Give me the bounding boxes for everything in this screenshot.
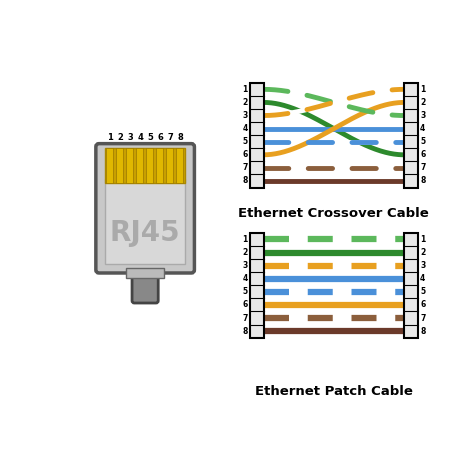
Bar [106, 148, 113, 183]
Text: 4: 4 [242, 274, 247, 283]
Text: RJ45: RJ45 [110, 219, 181, 247]
Text: 7: 7 [242, 313, 247, 323]
Text: 6: 6 [242, 150, 247, 159]
Text: 7: 7 [420, 163, 425, 173]
Text: 7: 7 [167, 133, 173, 142]
Text: 5: 5 [147, 133, 153, 142]
Text: 6: 6 [420, 150, 425, 159]
FancyBboxPatch shape [96, 144, 194, 273]
Bar [404, 233, 418, 338]
Bar [105, 179, 185, 264]
Text: 5: 5 [242, 137, 247, 146]
Text: 3: 3 [127, 133, 133, 142]
Text: 1: 1 [242, 85, 247, 94]
Bar [126, 148, 133, 183]
Bar [404, 83, 418, 188]
Text: 1: 1 [107, 133, 113, 142]
Text: 4: 4 [137, 133, 143, 142]
Text: 1: 1 [420, 235, 425, 244]
Text: 7: 7 [420, 313, 425, 323]
Text: 5: 5 [420, 137, 425, 146]
Text: 4: 4 [420, 274, 425, 283]
Text: Ethernet Patch Cable: Ethernet Patch Cable [255, 386, 413, 398]
Bar [250, 233, 264, 338]
Text: 6: 6 [420, 301, 425, 309]
Text: 3: 3 [420, 261, 425, 270]
Text: 6: 6 [157, 133, 163, 142]
FancyBboxPatch shape [132, 221, 158, 303]
Text: 1: 1 [420, 85, 425, 94]
Bar [116, 148, 123, 183]
Text: 4: 4 [242, 124, 247, 133]
Text: 2: 2 [117, 133, 123, 142]
Text: 2: 2 [242, 248, 247, 257]
Text: 8: 8 [420, 176, 425, 185]
Text: 7: 7 [242, 163, 247, 173]
Text: 2: 2 [420, 98, 425, 107]
Text: 5: 5 [242, 287, 247, 297]
Text: 2: 2 [420, 248, 425, 257]
Bar [105, 148, 185, 183]
Bar [136, 148, 144, 183]
Text: 8: 8 [242, 176, 247, 185]
Text: 4: 4 [420, 124, 425, 133]
Text: 2: 2 [242, 98, 247, 107]
Bar [126, 269, 164, 278]
Text: 3: 3 [420, 111, 425, 120]
Text: Ethernet Crossover Cable: Ethernet Crossover Cable [238, 207, 429, 220]
Text: 8: 8 [177, 133, 183, 142]
Text: 3: 3 [242, 261, 247, 270]
Bar [146, 148, 154, 183]
Bar [156, 148, 164, 183]
Bar [176, 148, 183, 183]
Bar [166, 148, 173, 183]
Text: 5: 5 [420, 287, 425, 297]
Bar [250, 83, 264, 188]
Text: 3: 3 [242, 111, 247, 120]
Text: 8: 8 [242, 327, 247, 336]
Text: 8: 8 [420, 327, 425, 336]
Text: 1: 1 [242, 235, 247, 244]
Text: 6: 6 [242, 301, 247, 309]
